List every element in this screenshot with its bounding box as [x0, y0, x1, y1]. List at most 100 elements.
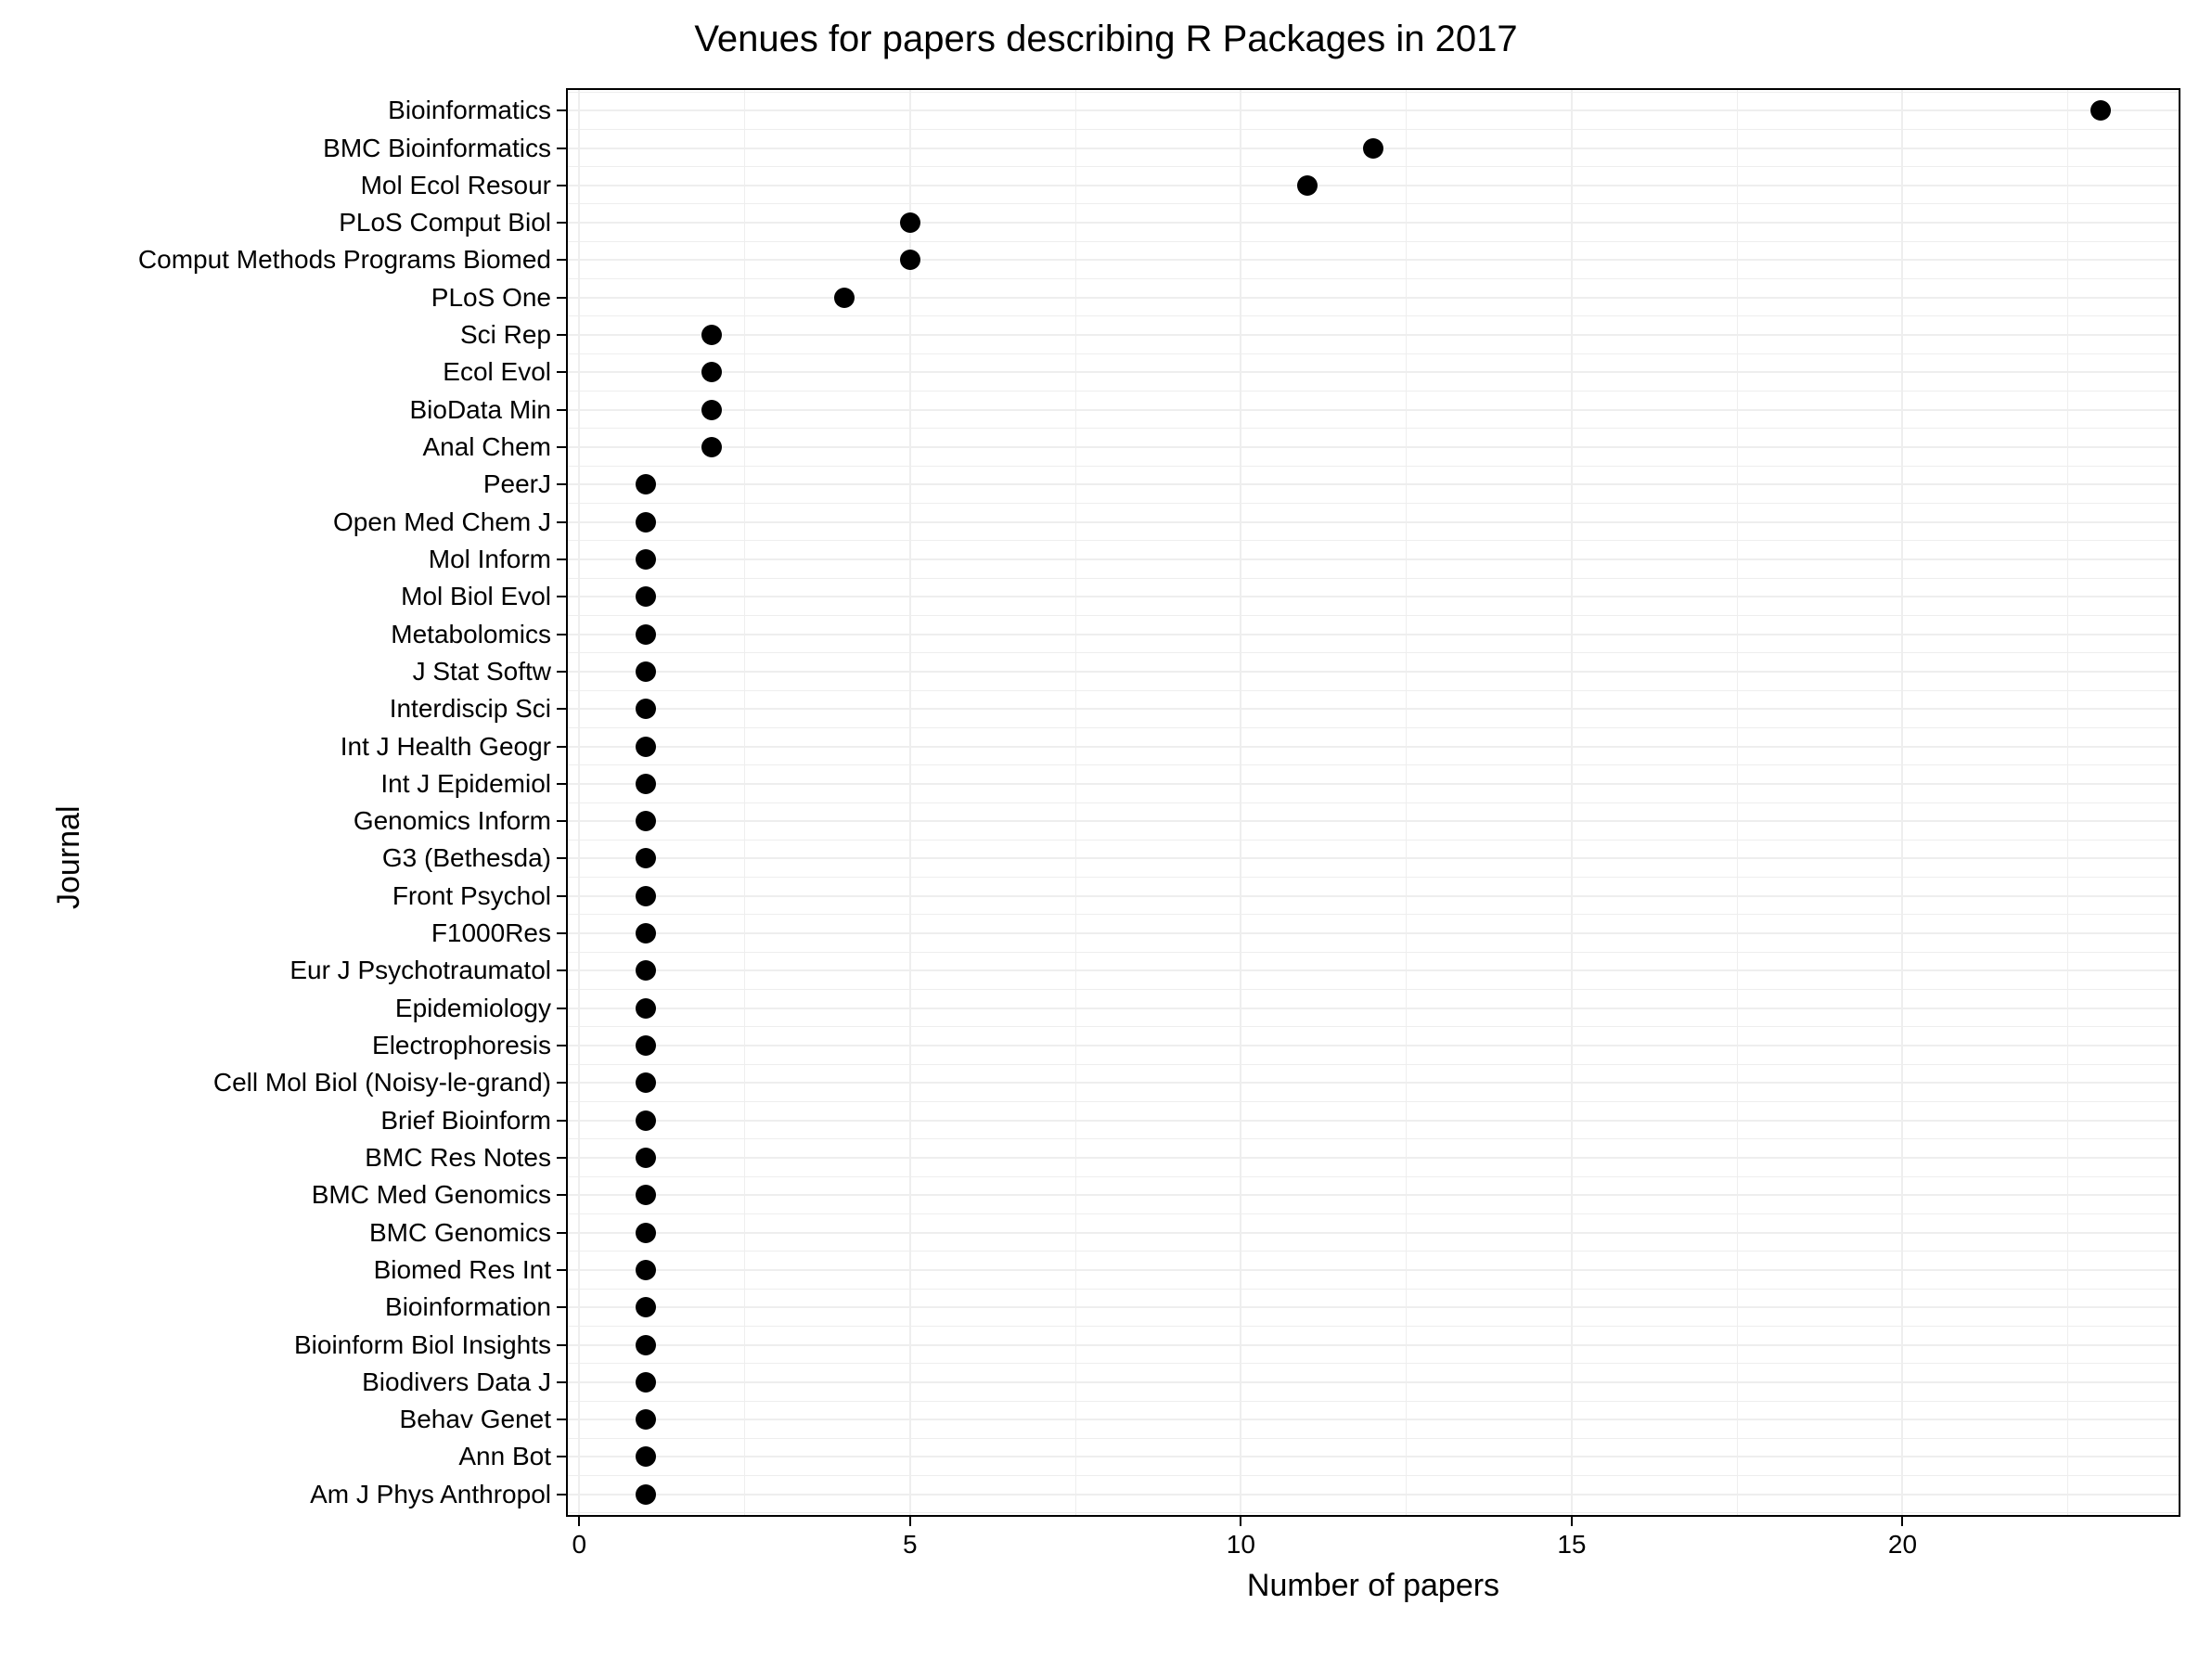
x-tick-label: 15: [1557, 1530, 1586, 1560]
data-point: [636, 624, 656, 645]
gridline-h-minor: [566, 1138, 2180, 1139]
data-point: [636, 1484, 656, 1505]
data-point: [701, 437, 722, 457]
gridline-v-major: [909, 88, 911, 1517]
y-tick-label: Int J Health Geogr: [341, 732, 551, 762]
data-point: [834, 288, 855, 308]
gridline-h-major: [566, 1157, 2180, 1159]
y-tick-mark: [557, 932, 566, 934]
y-tick-label: Bioinformatics: [388, 96, 551, 125]
gridline-h-major: [566, 483, 2180, 485]
y-tick-label: BMC Genomics: [369, 1218, 551, 1248]
y-tick-mark: [557, 1045, 566, 1046]
y-tick-mark: [557, 222, 566, 224]
y-tick-mark: [557, 558, 566, 560]
x-tick-label: 20: [1888, 1530, 1917, 1560]
data-point: [636, 848, 656, 868]
y-tick-label: Epidemiology: [395, 994, 551, 1023]
gridline-h-major: [566, 521, 2180, 523]
data-point: [636, 1223, 656, 1243]
y-tick-mark: [557, 1157, 566, 1159]
data-point: [636, 1035, 656, 1056]
y-tick-label: Sci Rep: [460, 320, 551, 350]
data-point: [636, 1110, 656, 1131]
y-tick-label: G3 (Bethesda): [382, 843, 551, 873]
data-point: [701, 400, 722, 420]
data-point: [701, 362, 722, 382]
y-tick-mark: [557, 969, 566, 971]
gridline-h-major: [566, 895, 2180, 897]
gridline-h-minor: [566, 615, 2180, 616]
x-axis-label: Number of papers: [566, 1568, 2180, 1604]
gridline-h-minor: [566, 1026, 2180, 1027]
gridline-h-major: [566, 1306, 2180, 1308]
gridline-h-minor: [566, 840, 2180, 841]
y-tick-mark: [557, 596, 566, 597]
x-tick-label: 10: [1227, 1530, 1255, 1560]
gridline-h-minor: [566, 727, 2180, 728]
gridline-h-minor: [566, 166, 2180, 167]
x-tick-mark: [578, 1517, 580, 1526]
plot-area: [566, 88, 2180, 1517]
gridline-h-major: [566, 708, 2180, 710]
gridline-h-major: [566, 634, 2180, 635]
gridline-v-minor: [1406, 88, 1407, 1517]
data-point: [636, 960, 656, 981]
gridline-h-minor: [566, 1101, 2180, 1102]
gridline-v-minor: [1737, 88, 1738, 1517]
gridline-h-minor: [566, 1251, 2180, 1252]
y-tick-mark: [557, 185, 566, 186]
chart-container: Venues for papers describing R Packages …: [0, 0, 2212, 1656]
y-tick-label: BMC Med Genomics: [312, 1180, 551, 1210]
gridline-h-major: [566, 932, 2180, 934]
y-tick-mark: [557, 446, 566, 448]
data-point: [636, 1148, 656, 1168]
y-tick-mark: [557, 148, 566, 149]
data-point: [636, 1297, 656, 1317]
data-point: [636, 774, 656, 794]
data-point: [1297, 175, 1318, 196]
gridline-h-minor: [566, 278, 2180, 279]
gridline-h-major: [566, 1494, 2180, 1496]
y-tick-mark: [557, 483, 566, 485]
y-tick-mark: [557, 259, 566, 261]
y-tick-mark: [557, 1419, 566, 1420]
gridline-h-major: [566, 409, 2180, 411]
gridline-h-minor: [566, 241, 2180, 242]
gridline-h-major: [566, 371, 2180, 373]
gridline-h-minor: [566, 802, 2180, 803]
y-tick-mark: [557, 1269, 566, 1271]
y-tick-mark: [557, 521, 566, 523]
gridline-h-major: [566, 109, 2180, 111]
gridline-h-minor: [566, 315, 2180, 316]
y-tick-label: Brief Bioinform: [380, 1106, 551, 1136]
y-tick-label: Biodivers Data J: [362, 1367, 551, 1397]
data-point: [636, 811, 656, 831]
y-tick-label: F1000Res: [431, 918, 551, 948]
y-tick-label: Cell Mol Biol (Noisy-le-grand): [213, 1068, 551, 1098]
data-point: [636, 474, 656, 494]
gridline-h-minor: [566, 1213, 2180, 1214]
gridline-h-major: [566, 1082, 2180, 1084]
gridline-h-major: [566, 969, 2180, 971]
gridline-h-minor: [566, 1064, 2180, 1065]
gridline-v-major: [1571, 88, 1573, 1517]
gridline-h-minor: [566, 690, 2180, 691]
y-tick-mark: [557, 409, 566, 411]
y-tick-mark: [557, 1120, 566, 1122]
gridline-h-minor: [566, 877, 2180, 878]
y-tick-label: Behav Genet: [400, 1405, 551, 1434]
data-point: [636, 1372, 656, 1393]
data-point: [636, 699, 656, 719]
y-tick-label: Int J Epidemiol: [380, 769, 551, 799]
gridline-h-minor: [566, 353, 2180, 354]
x-tick-mark: [909, 1517, 911, 1526]
gridline-h-major: [566, 1008, 2180, 1009]
data-point: [900, 212, 920, 233]
y-tick-label: Open Med Chem J: [333, 507, 551, 537]
x-tick-label: 5: [903, 1530, 918, 1560]
gridline-h-minor: [566, 1326, 2180, 1327]
gridline-h-minor: [566, 1176, 2180, 1177]
gridline-h-minor: [566, 203, 2180, 204]
gridline-h-major: [566, 1120, 2180, 1122]
